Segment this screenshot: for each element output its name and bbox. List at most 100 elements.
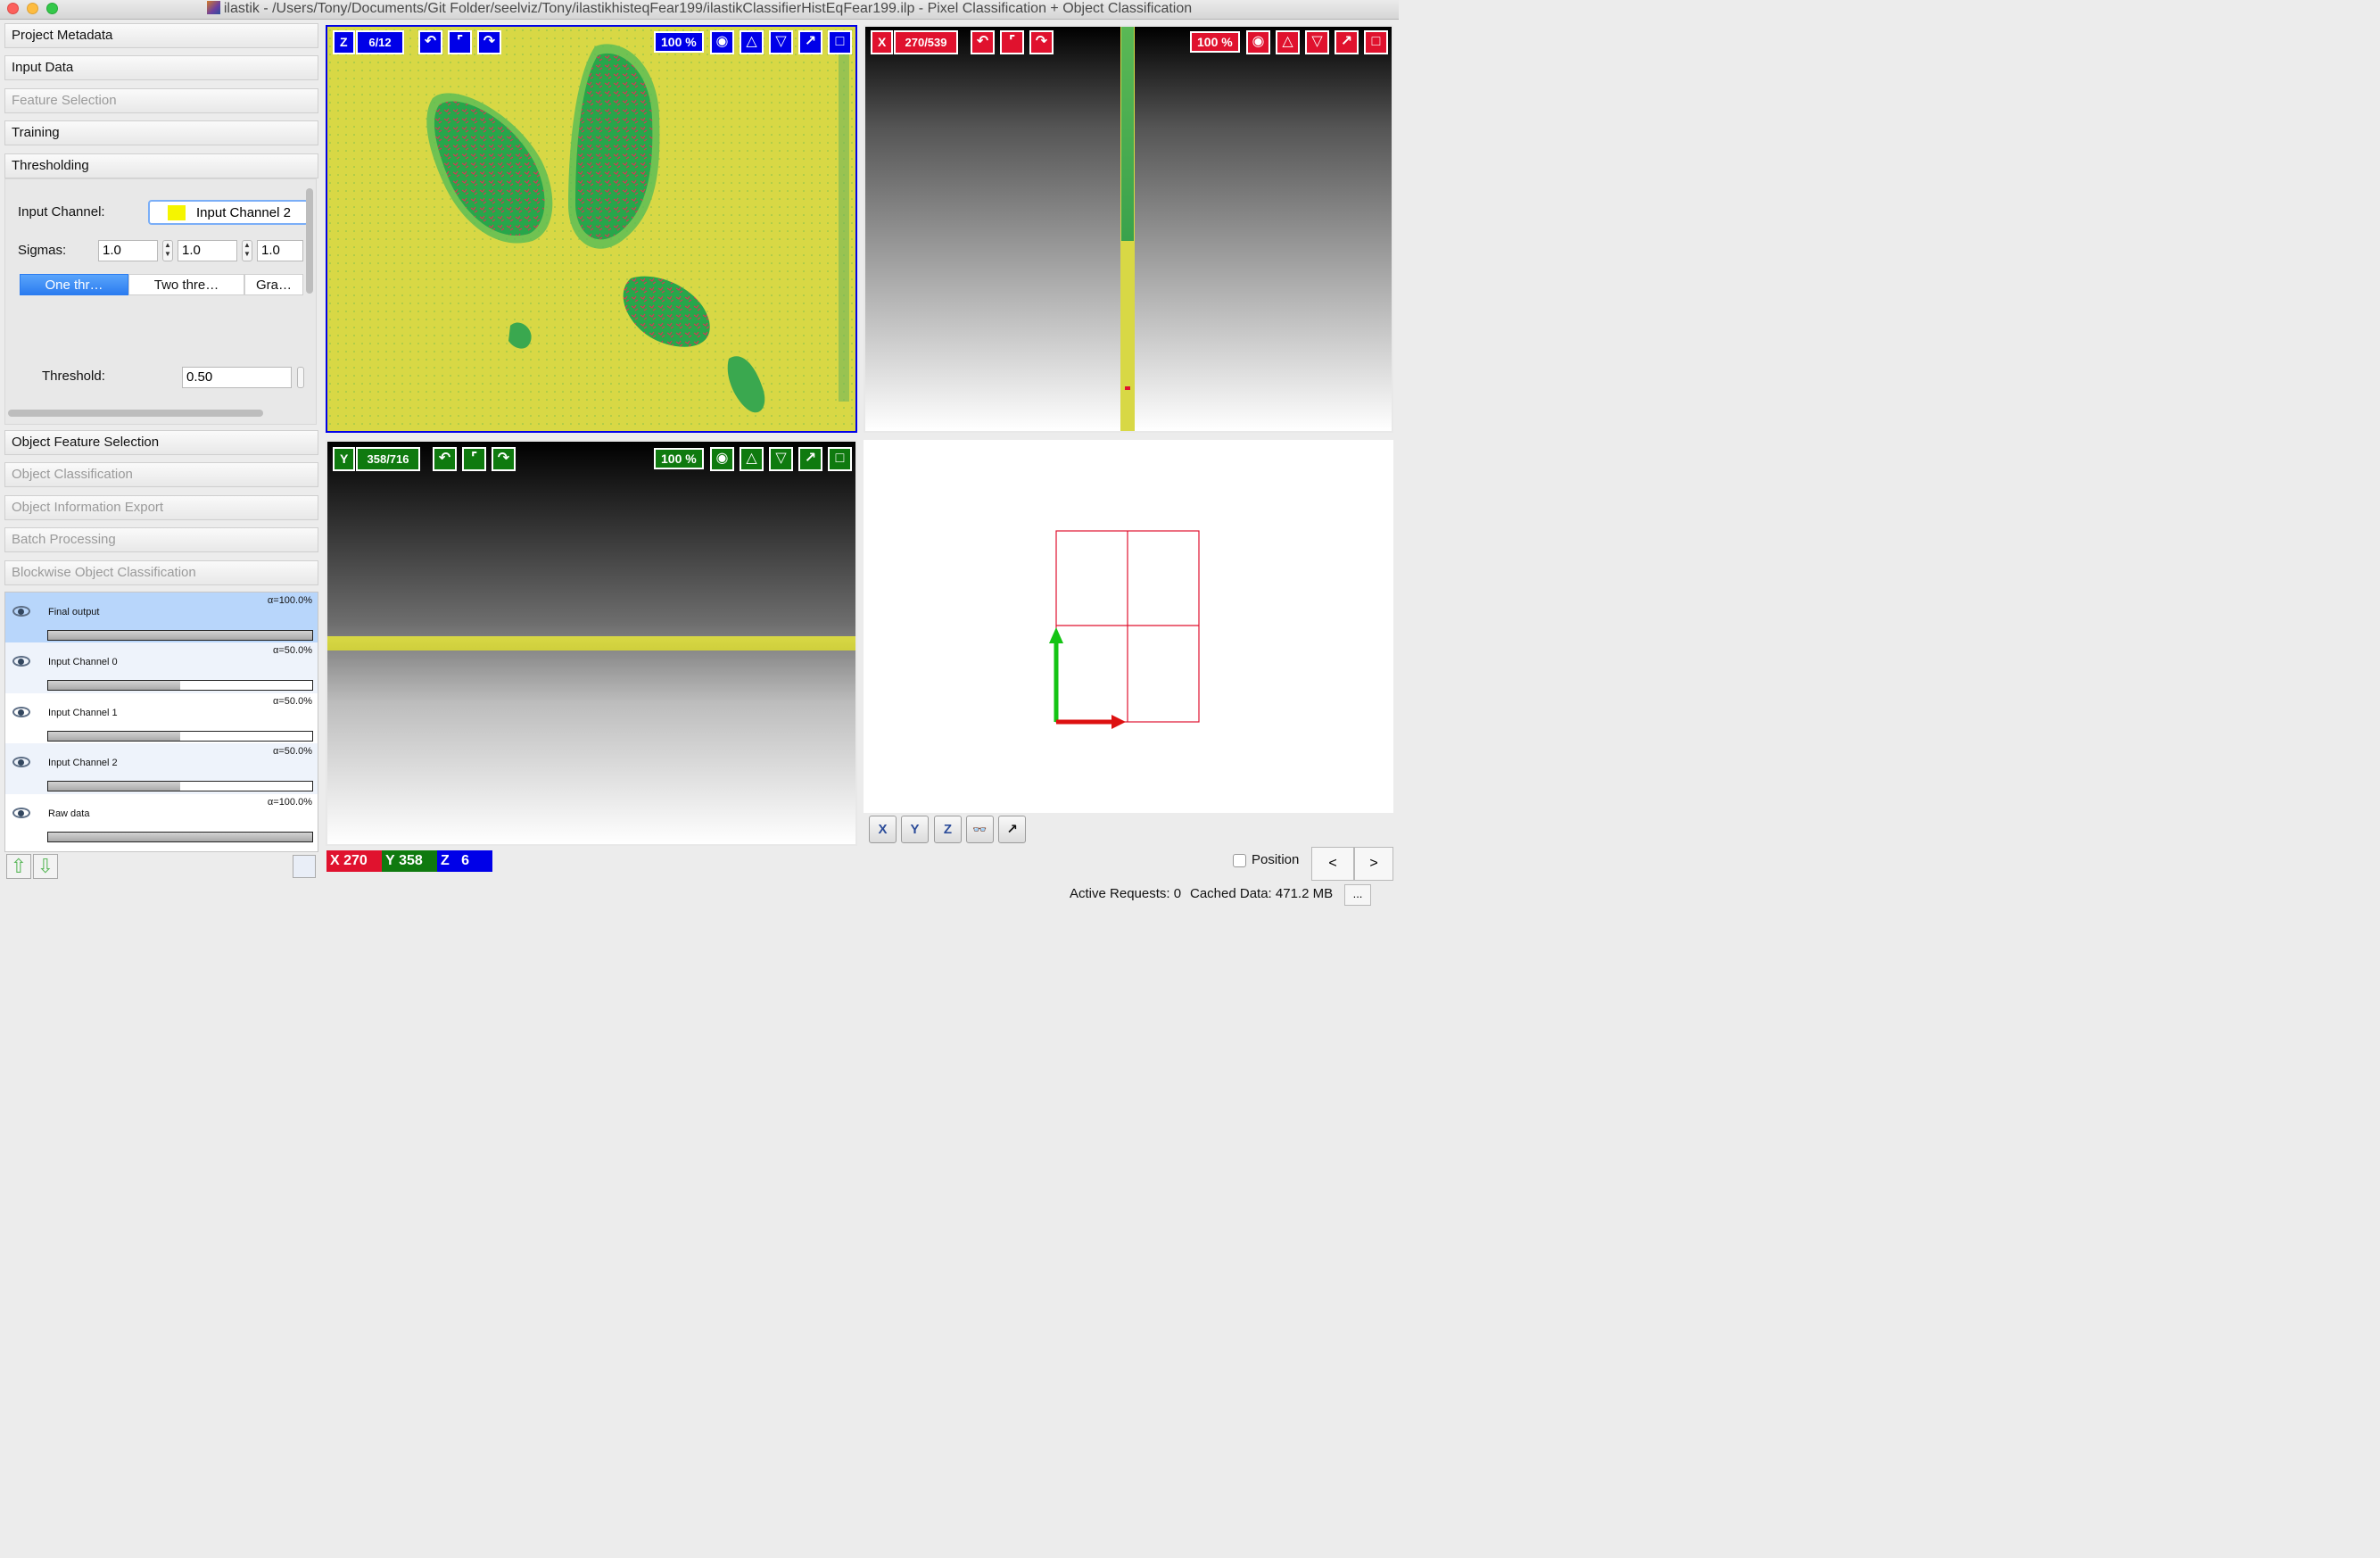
y-maximize-icon[interactable]: ↗ xyxy=(798,447,822,471)
tab-one-threshold[interactable]: One thr… xyxy=(20,274,128,295)
vertical-scrollbar[interactable] xyxy=(306,188,313,294)
x-slice-red-marker xyxy=(1125,386,1130,390)
x-fullscreen-icon[interactable]: □ xyxy=(1364,30,1388,54)
sigma-y-stepper[interactable]: ▲ ▼ xyxy=(242,240,252,261)
active-requests: Active Requests: 0 xyxy=(1070,886,1182,901)
x-undo-icon[interactable]: ↶ xyxy=(971,30,995,54)
z-slice-down-icon[interactable]: ▽ xyxy=(769,30,793,54)
applet-project-metadata[interactable]: Project Metadata xyxy=(4,23,318,48)
coord-x: X 270 xyxy=(326,850,382,872)
applet-training[interactable]: Training xyxy=(4,120,318,146)
applet-object-information-export[interactable]: Object Information Export xyxy=(4,494,318,520)
y-slice-view[interactable]: Y 358/716 ↶ ⌜ ↷ 100 % ◉ △ ▽ ↗ □ xyxy=(326,440,857,846)
input-channel-label: Input Channel: xyxy=(18,204,105,220)
z-corner-icon[interactable]: ⌜ xyxy=(448,30,472,54)
sigmas-label: Sigmas: xyxy=(18,243,67,258)
applet-thresholding[interactable]: Thresholding xyxy=(4,153,318,178)
3d-view[interactable] xyxy=(864,440,1393,813)
x-camera-icon[interactable]: ◉ xyxy=(1246,30,1270,54)
opacity-slider[interactable] xyxy=(47,831,313,842)
x-slice-up-icon[interactable]: △ xyxy=(1276,30,1300,54)
opacity-slider[interactable] xyxy=(47,630,313,641)
z-redo-icon[interactable]: ↷ xyxy=(477,30,501,54)
y-redo-icon[interactable]: ↷ xyxy=(492,447,516,471)
y-fullscreen-icon[interactable]: □ xyxy=(828,447,852,471)
applet-object-classification[interactable]: Object Classification xyxy=(4,462,318,488)
layer-input-channel-1[interactable]: Input Channel 1 α=50.0% xyxy=(5,693,318,743)
applet-blockwise-object-classification[interactable]: Blockwise Object Classification xyxy=(4,559,318,585)
sigma-z-input[interactable]: 1.0 xyxy=(257,240,303,261)
layer-alpha: α=100.0% xyxy=(267,796,312,808)
y-camera-icon[interactable]: ◉ xyxy=(710,447,734,471)
arrow-icon[interactable]: ↗ xyxy=(998,816,1026,843)
x-redo-icon[interactable]: ↷ xyxy=(1029,30,1054,54)
z-camera-icon[interactable]: ◉ xyxy=(710,30,734,54)
layer-raw-data[interactable]: Raw data α=100.0% xyxy=(5,794,318,844)
visibility-eye-icon[interactable] xyxy=(12,757,30,768)
move-layer-up-button[interactable]: ⇧ xyxy=(6,854,31,879)
horizontal-scrollbar[interactable] xyxy=(8,410,263,417)
opacity-slider[interactable] xyxy=(47,730,313,742)
layer-name: Input Channel 2 xyxy=(48,758,118,769)
x-slice-spinner[interactable]: 270/539 xyxy=(894,30,958,54)
x-zoom-level[interactable]: 100 % xyxy=(1190,31,1240,53)
y-undo-icon[interactable]: ↶ xyxy=(433,447,457,471)
y-corner-icon[interactable]: ⌜ xyxy=(462,447,486,471)
opacity-slider[interactable] xyxy=(47,781,313,792)
tab-gradient[interactable]: Gra… xyxy=(244,274,303,295)
visibility-eye-icon[interactable] xyxy=(12,706,30,717)
view-z-button[interactable]: Z xyxy=(934,816,962,843)
z-fullscreen-icon[interactable]: □ xyxy=(828,30,852,54)
export-layer-icon[interactable] xyxy=(293,855,316,878)
status-more-button[interactable]: ... xyxy=(1344,884,1371,906)
applet-object-feature-selection[interactable]: Object Feature Selection xyxy=(4,430,318,455)
z-maximize-icon[interactable]: ↗ xyxy=(798,30,822,54)
prev-button[interactable]: < xyxy=(1311,847,1354,881)
z-slice-view[interactable]: Z 6/12 ↶ ⌜ ↷ 100 % ◉ △ ▽ ↗ □ xyxy=(326,25,857,433)
minimize-window-button[interactable] xyxy=(27,3,38,14)
move-layer-down-button[interactable]: ⇩ xyxy=(33,854,58,879)
x-maximize-icon[interactable]: ↗ xyxy=(1335,30,1359,54)
z-slice-up-icon[interactable]: △ xyxy=(740,30,764,54)
view-y-button[interactable]: Y xyxy=(901,816,929,843)
applet-drawer: Project Metadata Input Data Feature Sele… xyxy=(4,23,318,186)
applet-feature-selection[interactable]: Feature Selection xyxy=(4,87,318,113)
view-x-button[interactable]: X xyxy=(869,816,897,843)
opacity-fill xyxy=(48,681,180,691)
layer-name: Raw data xyxy=(48,808,90,819)
layer-final-output[interactable]: Final output α=100.0% xyxy=(5,593,318,643)
sigma-y-input[interactable]: 1.0 xyxy=(178,240,237,261)
sigma-x-stepper[interactable]: ▲ ▼ xyxy=(162,240,173,261)
y-slice-spinner[interactable]: 358/716 xyxy=(356,447,420,471)
anaglyph-glasses-icon[interactable]: 👓 xyxy=(966,816,994,843)
z-axis-label: Z xyxy=(333,30,355,54)
layer-alpha: α=100.0% xyxy=(267,595,312,606)
threshold-input[interactable]: 0.50 xyxy=(182,367,292,388)
x-slice-down-icon[interactable]: ▽ xyxy=(1305,30,1329,54)
position-checkbox[interactable] xyxy=(1233,854,1246,867)
visibility-eye-icon[interactable] xyxy=(12,606,30,617)
z-zoom-level[interactable]: 100 % xyxy=(654,31,704,53)
x-slice-view[interactable]: X 270/539 ↶ ⌜ ↷ 100 % ◉ △ ▽ ↗ □ xyxy=(864,25,1393,433)
visibility-eye-icon[interactable] xyxy=(12,656,30,667)
x-corner-icon[interactable]: ⌜ xyxy=(1000,30,1024,54)
layer-input-channel-0[interactable]: Input Channel 0 α=50.0% xyxy=(5,642,318,693)
tab-two-thresholds[interactable]: Two thre… xyxy=(128,274,244,295)
z-slice-spinner[interactable]: 6/12 xyxy=(356,30,404,54)
input-channel-combo[interactable]: Input Channel 2 xyxy=(148,200,309,225)
next-button[interactable]: > xyxy=(1354,847,1393,881)
threshold-stepper[interactable] xyxy=(297,367,304,388)
visibility-eye-icon[interactable] xyxy=(12,807,30,818)
applet-input-data[interactable]: Input Data xyxy=(4,55,318,81)
applet-batch-processing[interactable]: Batch Processing xyxy=(4,527,318,553)
y-zoom-level[interactable]: 100 % xyxy=(654,448,704,469)
sigma-x-input[interactable]: 1.0 xyxy=(98,240,158,261)
y-slice-up-icon[interactable]: △ xyxy=(740,447,764,471)
y-slice-down-icon[interactable]: ▽ xyxy=(769,447,793,471)
close-window-button[interactable] xyxy=(7,3,19,14)
zoom-window-button[interactable] xyxy=(46,3,58,14)
z-undo-icon[interactable]: ↶ xyxy=(418,30,442,54)
opacity-slider[interactable] xyxy=(47,680,313,692)
layer-input-channel-2[interactable]: Input Channel 2 α=50.0% xyxy=(5,743,318,794)
cursor-coordinates: X 270 Y 358 Z 6 xyxy=(326,850,492,872)
